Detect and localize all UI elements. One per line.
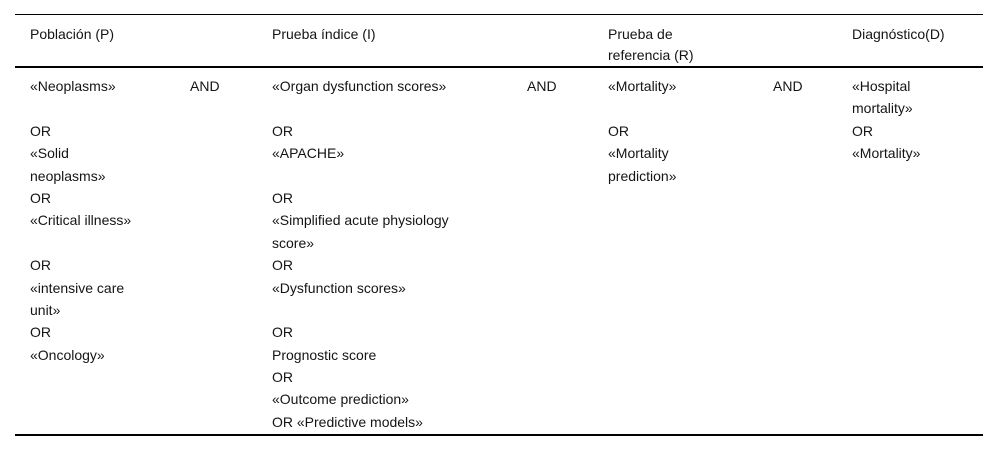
term-line: score»: [272, 234, 315, 251]
term-line: mortality»: [852, 100, 913, 117]
term-line: «Solid: [30, 145, 69, 162]
term-line: OR: [272, 324, 293, 341]
table-header-rule: [15, 66, 983, 68]
column-header-poblacion: Población (P): [30, 26, 115, 42]
term-line: [272, 299, 449, 321]
term-line: OR: [272, 257, 293, 274]
term-line: «Mortality»: [608, 78, 677, 94]
term-line: OR: [272, 189, 293, 206]
column-header-diagnostico: Diagnóstico(D): [852, 26, 945, 42]
term-line: [608, 97, 677, 119]
term-line: «APACHE»: [272, 145, 345, 162]
term-line: OR: [30, 324, 51, 341]
term-line: «Hospital: [852, 78, 911, 94]
term-line: [30, 232, 131, 254]
column-header-prueba-indice: Prueba índice (I): [272, 26, 376, 42]
and-connector-3: AND: [773, 78, 803, 94]
term-line: prediction»: [608, 167, 677, 184]
term-line: neoplasms»: [30, 167, 106, 184]
and-connector-2: AND: [527, 78, 557, 94]
term-line: «Simplified acute physiology: [272, 212, 449, 229]
term-line: Prognostic score: [272, 346, 377, 363]
term-line: «Mortality»: [852, 145, 921, 162]
term-line: «Neoplasms»: [30, 78, 116, 94]
term-line: OR: [30, 122, 51, 139]
term-line: OR: [272, 369, 293, 386]
term-line: OR: [272, 122, 293, 139]
term-line: OR: [852, 122, 873, 139]
term-line: OR: [608, 122, 629, 139]
column-header-prueba-referencia: Prueba de referencia (R): [608, 26, 694, 63]
term-line: «Mortality: [608, 145, 669, 162]
table-bottom-rule: [15, 434, 983, 436]
term-line: «intensive care: [30, 279, 125, 296]
term-line: «Organ dysfunction scores»: [272, 78, 447, 94]
and-connector-1: AND: [190, 78, 220, 94]
term-line: «Oncology»: [30, 346, 105, 363]
term-line: OR: [30, 257, 51, 274]
table-top-rule: [15, 14, 983, 15]
column-prueba-referencia-terms: «Mortality» OR «Mortality prediction»: [608, 75, 677, 187]
term-line: OR: [30, 189, 51, 206]
term-line: unit»: [30, 301, 61, 318]
term-line: [272, 165, 449, 187]
term-line: [30, 97, 131, 119]
term-line: «Critical illness»: [30, 212, 132, 229]
term-line: «Outcome prediction»: [272, 391, 409, 408]
column-prueba-indice-terms: «Organ dysfunction scores» OR «APACHE» OR «S…: [272, 75, 449, 433]
term-line: OR «Predictive models»: [272, 413, 423, 430]
term-line: [272, 97, 449, 119]
column-poblacion-terms: «Neoplasms» OR «Solid neoplasms» OR «Critical…: [30, 75, 131, 366]
column-diagnostico-terms: «Hospital mortality» OR «Mortality»: [852, 75, 920, 165]
term-line: «Dysfunction scores»: [272, 279, 406, 296]
